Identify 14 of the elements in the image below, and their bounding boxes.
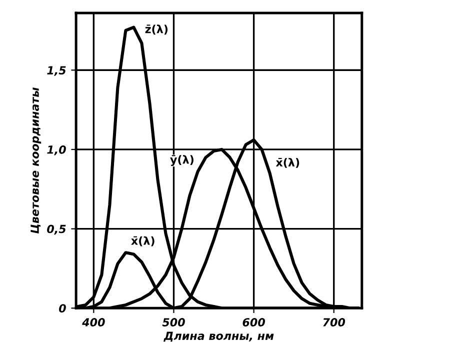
x-tick-label: 500 bbox=[162, 318, 185, 326]
annotation: ȳ(λ) bbox=[170, 155, 194, 166]
y-tick-label: 0 bbox=[59, 304, 66, 313]
x-tick-label: 400 bbox=[82, 318, 105, 326]
y-axis-title: Цветовые координаты bbox=[30, 88, 42, 234]
y-tick-label: 1,5 bbox=[47, 66, 66, 76]
y-tick-label: 0,5 bbox=[47, 224, 66, 235]
x-tick-label: 600 bbox=[242, 318, 266, 326]
annotation: x̄(λ) bbox=[276, 158, 300, 168]
annotation: x̄(λ) bbox=[131, 236, 154, 246]
y-tick-label: 1,0 bbox=[47, 145, 66, 156]
annotation: z̄(λ) bbox=[145, 24, 168, 35]
x-tick-label: 700 bbox=[323, 318, 346, 326]
x-axis-title: Длина волны, нм bbox=[164, 332, 274, 342]
